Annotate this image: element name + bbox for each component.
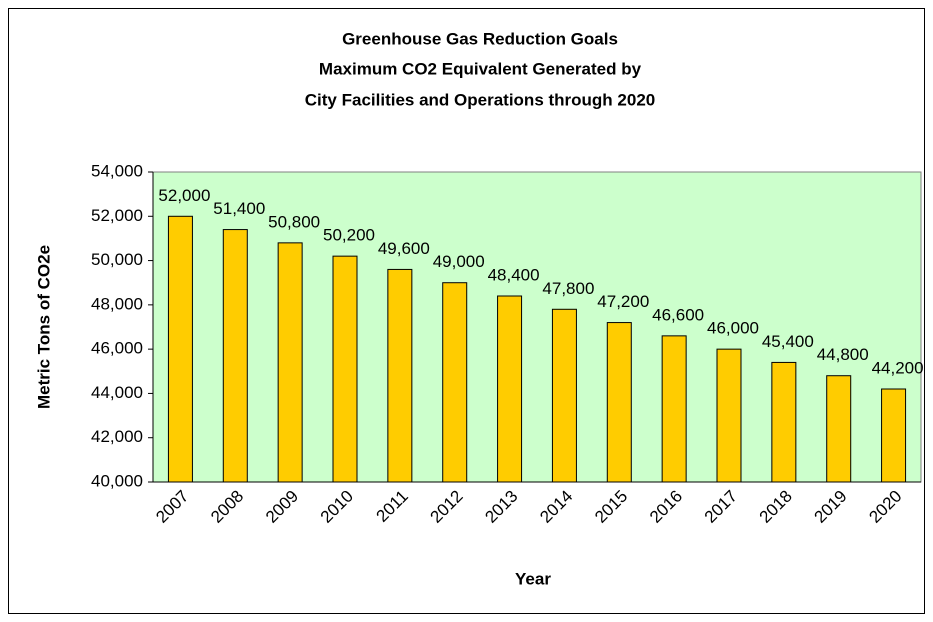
data-label: 44,200: [872, 358, 924, 377]
data-label: 46,000: [707, 319, 759, 338]
bar: [277, 242, 303, 483]
bar: [881, 388, 907, 483]
data-label: 47,200: [597, 292, 649, 311]
data-label: 44,800: [817, 345, 869, 364]
y-tick-label: 54,000: [91, 161, 143, 180]
y-tick-label: 44,000: [91, 383, 143, 402]
chart-title: Maximum CO2 Equivalent Generated by: [319, 59, 642, 78]
bar: [332, 255, 358, 483]
y-tick-label: 50,000: [91, 250, 143, 269]
bar: [167, 215, 193, 483]
bar: [771, 361, 797, 483]
data-label: 48,400: [488, 265, 540, 284]
data-label: 49,000: [433, 252, 485, 271]
y-tick-label: 46,000: [91, 339, 143, 358]
bar: [716, 348, 742, 483]
bar: [606, 322, 632, 483]
bar: [661, 335, 687, 483]
data-label: 52,000: [158, 186, 210, 205]
chart-title: Greenhouse Gas Reduction Goals: [342, 29, 618, 48]
data-label: 51,400: [213, 199, 265, 218]
bar: [442, 282, 468, 483]
data-label: 47,800: [542, 279, 594, 298]
bar: [222, 229, 248, 483]
data-label: 49,600: [378, 239, 430, 258]
x-axis-label: Year: [515, 569, 551, 588]
data-label: 50,200: [323, 226, 375, 245]
y-tick-label: 42,000: [91, 427, 143, 446]
bar: [497, 295, 523, 483]
bar: [387, 268, 413, 483]
bar: [826, 375, 852, 483]
chart-title: City Facilities and Operations through 2…: [305, 90, 655, 109]
y-axis-label: Metric Tons of CO2e: [34, 245, 53, 409]
y-tick-label: 40,000: [91, 471, 143, 490]
data-label: 50,800: [268, 212, 320, 231]
data-label: 46,600: [652, 305, 704, 324]
y-tick-label: 48,000: [91, 294, 143, 313]
data-label: 45,400: [762, 332, 814, 351]
y-tick-label: 52,000: [91, 206, 143, 225]
bar: [551, 308, 577, 483]
